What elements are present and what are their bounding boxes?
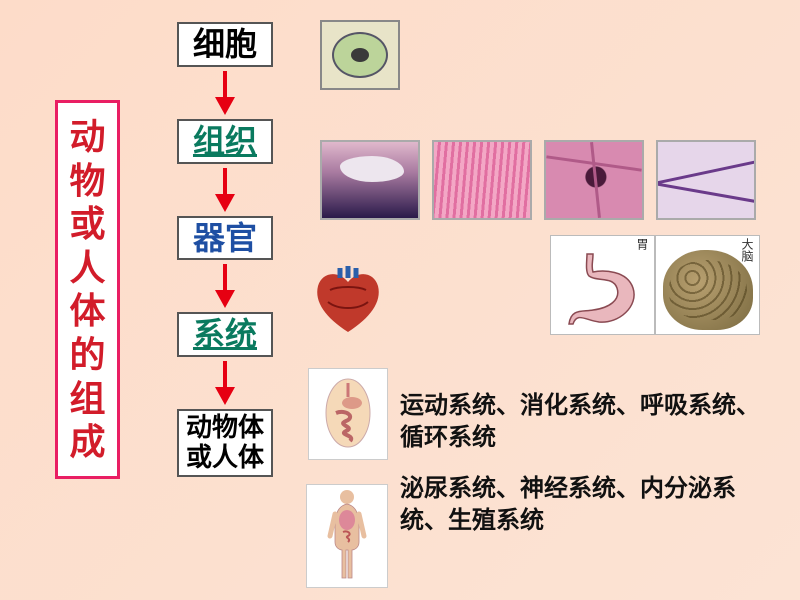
brain-label: 大脑 xyxy=(739,238,756,262)
systems-list: 运动系统、消化系统、呼吸系统、循环系统 泌尿系统、神经系统、内分泌系统、生殖系统 xyxy=(400,390,760,556)
vt-char: 或 xyxy=(69,204,105,244)
vt-char: 组 xyxy=(69,379,105,419)
stomach-card: 胃 xyxy=(550,235,655,335)
heart-icon xyxy=(308,262,388,336)
level-organ: 器官 xyxy=(177,216,273,261)
level-system: 系统 xyxy=(177,312,273,357)
vt-char: 体 xyxy=(69,291,105,331)
level-body: 动物体 或人体 xyxy=(177,409,273,477)
vt-char: 人 xyxy=(69,248,105,288)
systems-line2: 泌尿系统、神经系统、内分泌系统、生殖系统 xyxy=(400,473,760,538)
vt-char: 物 xyxy=(69,161,105,201)
vt-char: 动 xyxy=(69,117,105,157)
level-cell: 细胞 xyxy=(177,22,273,67)
arrow-down-icon xyxy=(213,71,237,115)
epithelial-icon xyxy=(320,140,420,220)
organ-examples: 胃 大脑 xyxy=(550,235,760,335)
cell-icon xyxy=(320,20,400,90)
vt-char: 成 xyxy=(69,422,105,462)
stomach-icon xyxy=(563,252,643,328)
vt-char: 的 xyxy=(69,335,105,375)
systems-line1: 运动系统、消化系统、呼吸系统、循环系统 xyxy=(400,390,760,455)
brain-icon xyxy=(663,250,753,330)
arrow-down-icon xyxy=(213,361,237,405)
stomach-label: 胃 xyxy=(634,238,651,250)
hierarchy-flow: 细胞 组织 器官 系统 动物体 或人体 xyxy=(160,22,290,477)
digestive-system-icon xyxy=(308,368,388,460)
nerve-icon xyxy=(544,140,644,220)
human-body-icon xyxy=(306,484,388,588)
arrow-down-icon xyxy=(213,168,237,212)
muscle-icon xyxy=(432,140,532,220)
connective-icon xyxy=(656,140,756,220)
arrow-down-icon xyxy=(213,264,237,308)
vertical-title: 动 物 或 人 体 的 组 成 xyxy=(55,100,120,479)
brain-card: 大脑 xyxy=(655,235,760,335)
level-tissue: 组织 xyxy=(177,119,273,164)
tissue-thumbnails xyxy=(320,140,756,220)
